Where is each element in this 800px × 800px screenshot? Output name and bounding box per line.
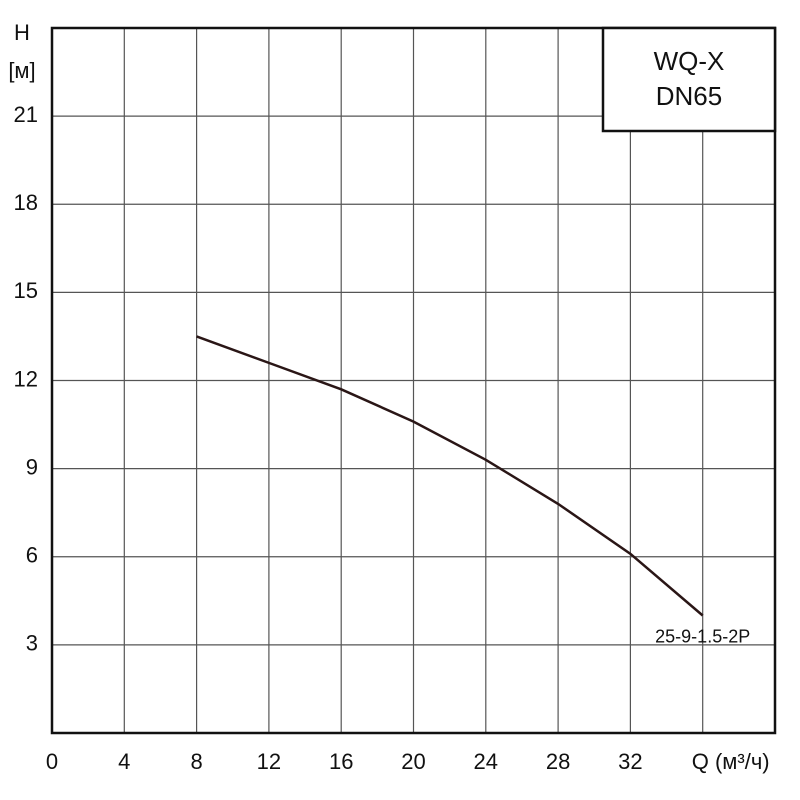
y-tick-label: 9 (26, 454, 38, 479)
series-label: 25-9-1.5-2P (655, 626, 750, 646)
y-tick-label: 21 (14, 102, 38, 127)
chart-subtitle: DN65 (656, 81, 722, 111)
y-axis-unit: [м] (8, 58, 35, 83)
curve (196, 335, 704, 617)
x-tick-label: Q (м³/ч) (692, 749, 770, 774)
x-tick-label: 4 (118, 749, 130, 774)
x-tick-label: 12 (257, 749, 281, 774)
x-tick-label: 8 (190, 749, 202, 774)
x-tick-label: 32 (618, 749, 642, 774)
y-tick-label: 3 (26, 631, 38, 656)
x-tick-label: 28 (546, 749, 570, 774)
y-axis-label: H (14, 20, 30, 45)
y-tick-label: 6 (26, 543, 38, 568)
x-tick-label: 24 (474, 749, 498, 774)
y-tick-label: 15 (14, 278, 38, 303)
x-tick-label: 20 (401, 749, 425, 774)
plot-frame (50, 26, 777, 735)
x-tick-label: 0 (46, 749, 58, 774)
x-tick-label: 16 (329, 749, 353, 774)
title-box (601, 26, 777, 133)
chart-title: WQ-X (654, 46, 725, 76)
y-tick-label: 12 (14, 366, 38, 391)
y-tick-label: 18 (14, 190, 38, 215)
